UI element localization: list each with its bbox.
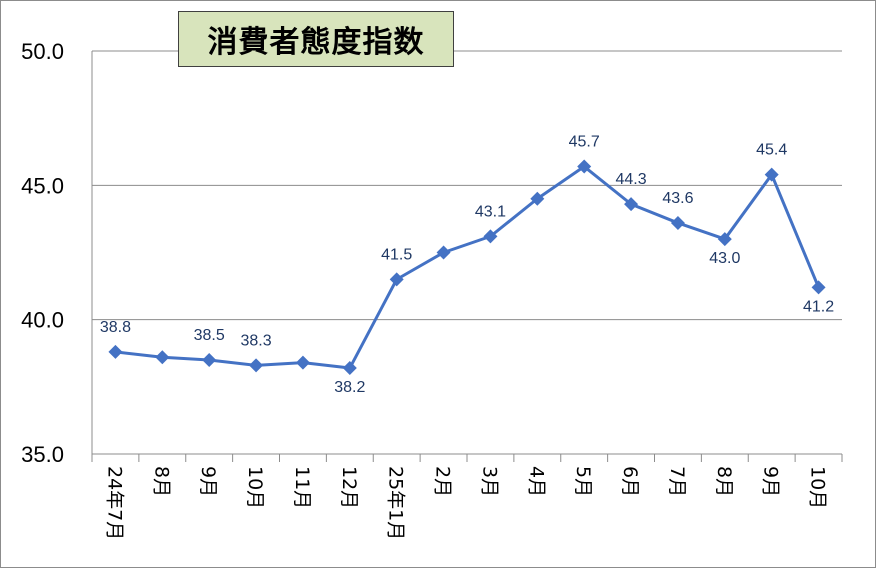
data-point <box>249 358 264 373</box>
y-tick-label: 35.0 <box>21 442 64 467</box>
data-point <box>295 355 310 370</box>
data-point <box>811 280 826 295</box>
data-point <box>717 232 732 247</box>
data-point <box>436 245 451 260</box>
data-point <box>108 344 123 359</box>
data-label: 41.2 <box>803 298 834 315</box>
x-tick-label: 10月 <box>244 466 266 509</box>
data-label: 45.7 <box>569 134 600 151</box>
gridlines <box>92 50 842 321</box>
data-point <box>202 352 217 367</box>
x-tick-label: 9月 <box>760 466 782 497</box>
data-label: 41.5 <box>381 246 412 263</box>
x-tick-label: 12月 <box>338 466 360 509</box>
x-tick-label: 25年1月 <box>385 466 407 540</box>
data-label: 38.5 <box>194 327 225 344</box>
y-tick-label: 45.0 <box>21 173 64 198</box>
y-tick-label: 40.0 <box>21 308 64 333</box>
series-group <box>108 159 826 376</box>
data-label: 38.8 <box>100 319 131 336</box>
data-point <box>342 361 357 376</box>
data-point <box>155 350 170 365</box>
x-tick-label: 8月 <box>150 466 172 497</box>
series-line <box>115 165 820 370</box>
data-point <box>624 197 639 212</box>
data-point <box>483 229 498 244</box>
data-label: 38.3 <box>240 332 271 349</box>
x-tick-label: 7月 <box>666 466 688 497</box>
data-label: 45.4 <box>756 142 787 159</box>
data-point <box>764 167 779 182</box>
x-tick-label: 9月 <box>197 466 219 497</box>
data-point <box>389 272 404 287</box>
data-label: 43.0 <box>709 250 740 267</box>
y-tick-labels: 35.0 40.0 45.0 50.0 <box>21 39 64 467</box>
data-point <box>670 215 685 230</box>
data-labels: 38.8 38.5 38.3 38.2 41.5 43.1 45.7 44.3 43.6 43.0… <box>100 134 834 397</box>
data-label: 43.6 <box>662 190 693 207</box>
x-tick-label: 5月 <box>572 466 594 497</box>
x-tick-label: 4月 <box>525 466 547 497</box>
x-tick-label: 3月 <box>478 466 500 497</box>
x-tick-label: 2月 <box>432 466 454 497</box>
data-label: 44.3 <box>615 171 646 188</box>
data-point <box>577 159 592 174</box>
x-tick-label: 6月 <box>619 466 641 497</box>
x-tick-labels: 24年7月 8月 9月 10月 11月 12月 25年1月 2月 3月 4月 5月 6月 7月 8月 9月 1… <box>103 466 828 540</box>
data-label: 38.2 <box>334 379 365 396</box>
x-tick-label: 8月 <box>713 466 735 497</box>
chart-title: 消費者態度指数 <box>178 11 454 67</box>
x-tick-label: 11月 <box>291 466 313 509</box>
axes <box>91 51 843 462</box>
x-tick-label: 10月 <box>807 466 829 509</box>
data-point <box>530 191 545 206</box>
y-tick-label: 50.0 <box>21 39 64 64</box>
x-tick-label: 24年7月 <box>103 466 125 540</box>
data-label: 43.1 <box>475 203 506 220</box>
